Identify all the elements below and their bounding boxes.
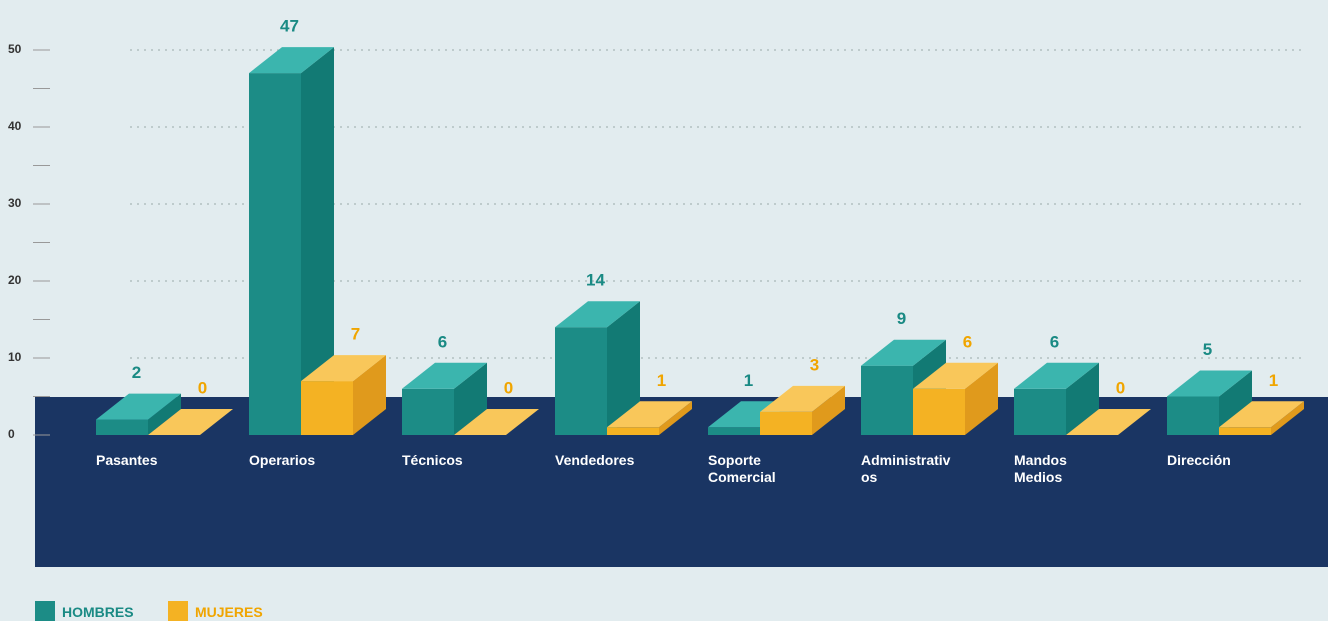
bar-top [555,301,640,328]
value-label: 5 [1203,340,1212,359]
bar-side [148,393,181,435]
value-label: 3 [810,355,819,374]
value-label: 47 [280,17,299,36]
bar-top [1167,370,1252,397]
value-label: 14 [586,271,605,290]
bar-front [1167,396,1219,435]
value-label: 1 [657,371,666,390]
bar-front [1014,388,1066,435]
x-tick-label: Operarios [249,452,316,468]
x-tick-label: Administrativos [861,452,951,485]
x-tick-label: Técnicos [402,452,463,468]
value-label: 2 [132,363,141,382]
x-tick-label: Vendedores [555,452,635,468]
bar-front [861,365,913,435]
bar-side [301,47,334,435]
bar-side [812,385,845,435]
value-label: 1 [1269,371,1278,390]
legend-swatch [168,601,188,621]
bar-top [1066,409,1151,435]
value-label: 0 [198,378,207,397]
x-tick-label: Dirección [1167,452,1231,468]
value-label: 6 [963,332,972,351]
value-label: 0 [504,378,513,397]
legend-label: MUJERES [195,604,263,620]
bar-top [148,409,233,435]
y-tick-label: 0 [8,427,15,441]
bar-front [555,327,607,435]
bar-top [1014,362,1099,389]
value-label: 7 [351,325,360,344]
y-tick-label: 40 [8,119,22,133]
bar-top [913,362,998,389]
bar-top [1219,401,1304,428]
bar-top [607,401,692,428]
value-label: 9 [897,309,906,328]
bar-side [1219,370,1252,435]
bar-top [760,385,845,412]
bar-side [353,355,386,435]
bar-side [1066,362,1099,435]
bar-side [659,401,692,435]
x-tick-label: Mandos Medios [1014,452,1067,485]
bar-front [301,381,353,435]
y-tick-label: 30 [8,196,22,210]
y-tick-label: 50 [8,42,22,56]
value-label: 1 [744,371,753,390]
bar-front [607,427,659,435]
bar-top [402,362,487,389]
value-label: 0 [1116,378,1125,397]
legend-label: HOMBRES [62,604,134,620]
bar-top [454,409,539,435]
bar-front [96,419,148,435]
y-tick-label: 10 [8,350,22,364]
value-label: 6 [1050,332,1059,351]
x-tick-label: Soporte Comercial [708,452,776,485]
bar-top [96,393,181,420]
bar-side [454,362,487,435]
bar-front [1219,427,1271,435]
bar-front [402,388,454,435]
bar-side [965,362,998,435]
bar-front [249,73,301,435]
base-band [35,397,1328,567]
bar-top [249,47,334,74]
bar-side [607,301,640,435]
bar-front [913,388,965,435]
bar-top [301,355,386,382]
bar-front [708,427,760,435]
legend-swatch [35,601,55,621]
bar-side [1271,401,1304,435]
value-label: 6 [438,332,447,351]
bar-front [760,411,812,435]
y-tick-label: 20 [8,273,22,287]
bar-top [861,339,946,366]
x-tick-label: Pasantes [96,452,158,468]
